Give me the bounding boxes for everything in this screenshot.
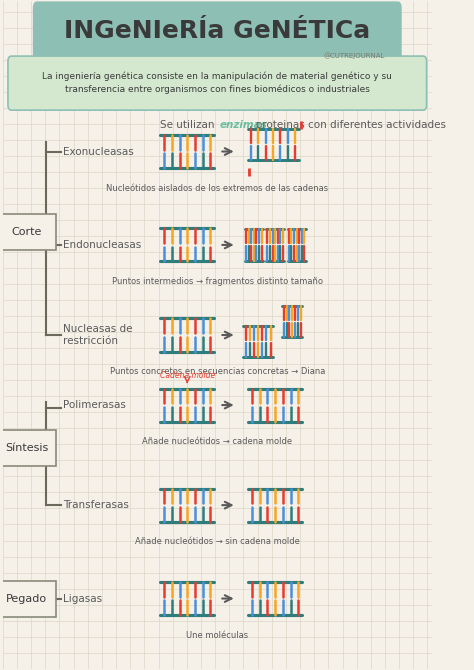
Text: Polimerasas: Polimerasas <box>63 400 126 410</box>
Text: Cadena molde: Cadena molde <box>160 371 215 379</box>
FancyBboxPatch shape <box>0 214 56 250</box>
Text: Añade nucleótidos → cadena molde: Añade nucleótidos → cadena molde <box>142 438 292 446</box>
Text: Se utilizan: Se utilizan <box>160 120 217 130</box>
Text: , proteinas con diferentes actividades: , proteinas con diferentes actividades <box>249 120 447 130</box>
Text: Exonucleasas: Exonucleasas <box>63 147 134 157</box>
Text: Corte: Corte <box>11 226 42 237</box>
Text: @CUTREJOURNAL: @CUTREJOURNAL <box>324 53 385 60</box>
FancyBboxPatch shape <box>0 580 56 616</box>
Text: Nucleasas de
restricción: Nucleasas de restricción <box>63 324 132 346</box>
Text: Nucleótidos aislados de los extremos de las cadenas: Nucleótidos aislados de los extremos de … <box>106 184 328 193</box>
FancyBboxPatch shape <box>0 430 56 466</box>
Text: La ingeniería genética consiste en la manipulación de material genético y su
tra: La ingeniería genética consiste en la ma… <box>42 72 392 94</box>
Text: Ligasas: Ligasas <box>63 594 102 604</box>
Text: enzimas: enzimas <box>219 120 267 130</box>
FancyBboxPatch shape <box>33 1 401 65</box>
Text: Puntos concretos en secuencias concretas → Diana: Puntos concretos en secuencias concretas… <box>109 367 325 376</box>
Text: Síntesis: Síntesis <box>5 444 48 454</box>
Text: Puntos intermedios → fragmentos distinto tamaño: Puntos intermedios → fragmentos distinto… <box>112 277 323 286</box>
Text: Une moléculas: Une moléculas <box>186 630 248 640</box>
Text: INGeNIeRÍa GeNÉTICa: INGeNIeRÍa GeNÉTICa <box>64 19 370 44</box>
Text: Añade nucleótidos → sin cadena molde: Añade nucleótidos → sin cadena molde <box>135 537 300 546</box>
Text: Transferasas: Transferasas <box>63 500 129 510</box>
Text: Pegado: Pegado <box>6 594 47 604</box>
FancyBboxPatch shape <box>8 56 427 110</box>
Text: Endonucleasas: Endonucleasas <box>63 240 141 250</box>
